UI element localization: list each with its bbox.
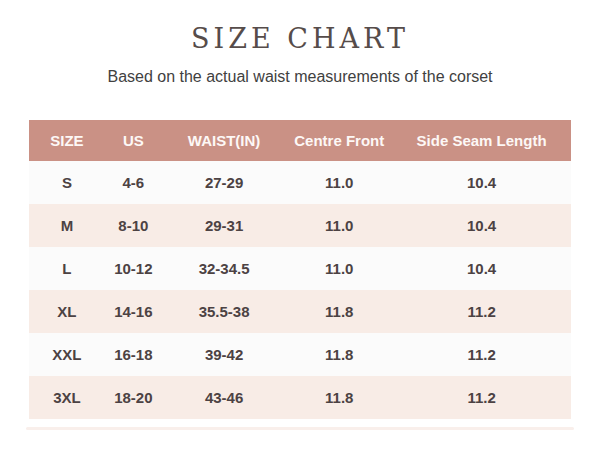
table-cell: 10.4 xyxy=(392,204,571,247)
table-row: M8-1029-3111.010.4 xyxy=(29,204,571,247)
table-cell: XL xyxy=(29,290,105,333)
table-cell: 18-20 xyxy=(105,376,162,419)
page-subtitle: Based on the actual waist measurements o… xyxy=(0,67,600,86)
table-cell: 11.2 xyxy=(392,333,571,376)
table-row: S4-627-2911.010.4 xyxy=(29,161,571,204)
table-cell: 10-12 xyxy=(105,247,162,290)
table-cell: 10.4 xyxy=(392,247,571,290)
table-cell: M xyxy=(29,204,105,247)
table-cell: 32-34.5 xyxy=(162,247,287,290)
table-row: XL14-1635.5-3811.811.2 xyxy=(29,290,571,333)
size-chart-table: SIZEUSWAIST(IN)Centre FrontSide Seam Len… xyxy=(29,120,571,419)
table-cell: 11.8 xyxy=(286,290,392,333)
table-cell: 3XL xyxy=(29,376,105,419)
table-cell: 11.0 xyxy=(286,247,392,290)
table-cell: XXL xyxy=(29,333,105,376)
column-header: WAIST(IN) xyxy=(162,120,287,161)
page-title: SIZE CHART xyxy=(0,0,600,58)
table-cell: 11.2 xyxy=(392,376,571,419)
table-cell: 8-10 xyxy=(105,204,162,247)
table-cell: 11.0 xyxy=(286,204,392,247)
table-header: SIZEUSWAIST(IN)Centre FrontSide Seam Len… xyxy=(29,120,571,161)
header-row: SIZEUSWAIST(IN)Centre FrontSide Seam Len… xyxy=(29,120,571,161)
table-cell: 27-29 xyxy=(162,161,287,204)
table-cell: 4-6 xyxy=(105,161,162,204)
column-header: Centre Front xyxy=(286,120,392,161)
column-header: SIZE xyxy=(29,120,105,161)
table-cell: 29-31 xyxy=(162,204,287,247)
table-cell: 43-46 xyxy=(162,376,287,419)
table-bottom-shadow xyxy=(26,427,574,430)
table-cell: 10.4 xyxy=(392,161,571,204)
table-cell: 11.8 xyxy=(286,376,392,419)
table-cell: L xyxy=(29,247,105,290)
table-cell: 16-18 xyxy=(105,333,162,376)
table-body: S4-627-2911.010.4M8-1029-3111.010.4L10-1… xyxy=(29,161,571,419)
table-cell: 11.8 xyxy=(286,333,392,376)
table-cell: 11.2 xyxy=(392,290,571,333)
table-row: 3XL18-2043-4611.811.2 xyxy=(29,376,571,419)
table-cell: 35.5-38 xyxy=(162,290,287,333)
table-cell: 11.0 xyxy=(286,161,392,204)
table-row: L10-1232-34.511.010.4 xyxy=(29,247,571,290)
table-row: XXL16-1839-4211.811.2 xyxy=(29,333,571,376)
column-header: Side Seam Length xyxy=(392,120,571,161)
column-header: US xyxy=(105,120,162,161)
table-cell: 14-16 xyxy=(105,290,162,333)
table-cell: 39-42 xyxy=(162,333,287,376)
table-cell: S xyxy=(29,161,105,204)
size-chart-page: SIZE CHART Based on the actual waist mea… xyxy=(0,0,600,450)
